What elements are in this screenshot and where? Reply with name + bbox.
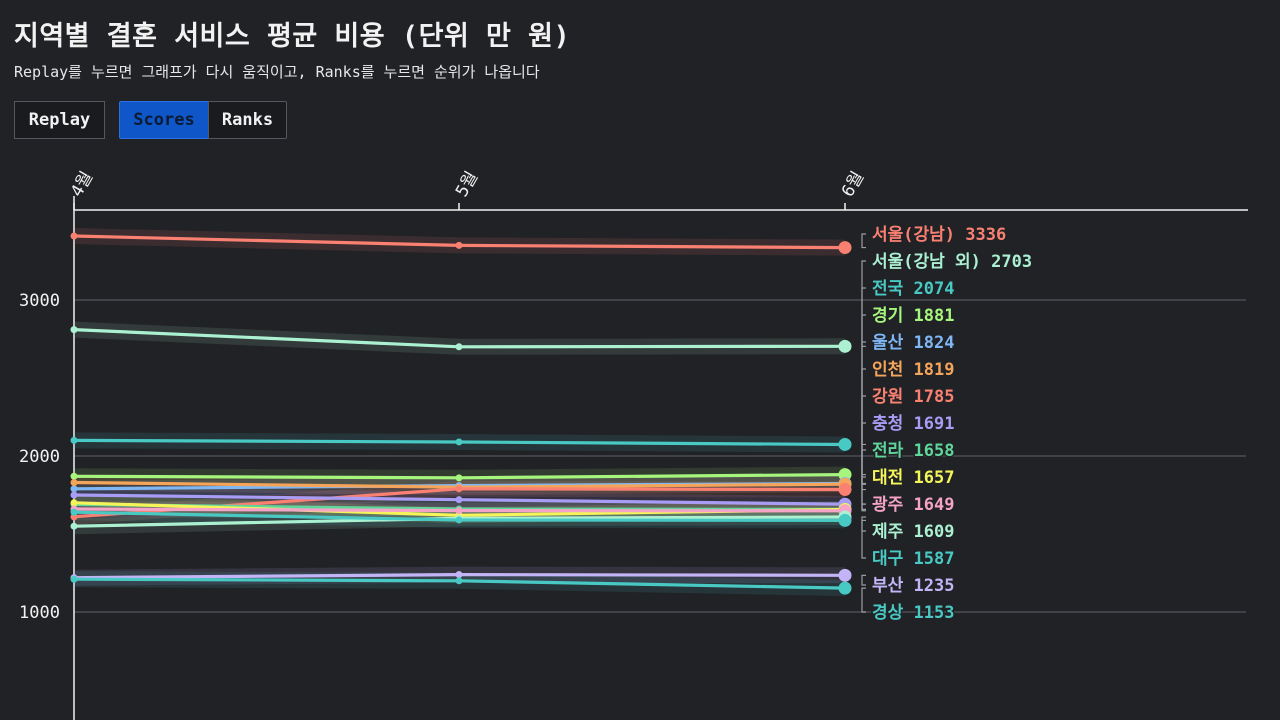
end-label-name: 부산 — [872, 576, 904, 596]
end-label: 서울(강남) 3336 — [872, 225, 1006, 245]
end-label-value: 2074 — [903, 279, 954, 299]
data-point[interactable] — [70, 522, 78, 530]
end-label-value: 1153 — [903, 603, 954, 623]
end-label-name: 대구 — [872, 549, 904, 569]
replay-button[interactable]: Replay — [14, 101, 105, 139]
end-label: 부산 1235 — [872, 576, 954, 596]
data-point[interactable] — [838, 437, 852, 451]
end-label-value: 1881 — [903, 306, 954, 326]
series-line-layer — [73, 234, 846, 590]
data-point[interactable] — [70, 232, 78, 240]
data-point[interactable] — [70, 472, 78, 480]
data-point[interactable] — [70, 499, 78, 507]
end-label-value: 1658 — [903, 441, 954, 461]
data-point[interactable] — [455, 485, 463, 493]
end-label-value: 1649 — [903, 495, 954, 515]
end-label: 전국 2074 — [872, 279, 954, 299]
end-label-value: 1785 — [903, 387, 954, 407]
series-point-layer — [70, 232, 852, 595]
scores-toggle-button[interactable]: Scores — [119, 101, 209, 139]
end-label: 경상 1153 — [872, 603, 954, 623]
end-label-name: 대전 — [872, 468, 903, 488]
y-tick-label: 1000 — [19, 603, 60, 623]
data-point[interactable] — [70, 575, 78, 583]
end-label-name: 서울(강남) — [872, 225, 955, 245]
end-label-name: 울산 — [872, 333, 904, 353]
end-label-name: 제주 — [872, 522, 904, 542]
end-label: 인천 1819 — [872, 360, 954, 380]
data-point[interactable] — [455, 343, 463, 351]
end-label: 대구 1587 — [872, 549, 954, 569]
data-point[interactable] — [70, 326, 78, 334]
end-label-name: 경기 — [872, 306, 903, 326]
end-label-name: 전라 — [872, 441, 904, 461]
data-point[interactable] — [70, 436, 78, 444]
end-label-value: 1819 — [903, 360, 954, 380]
y-tick-label: 3000 — [19, 291, 60, 311]
label-connector — [861, 503, 866, 512]
end-label: 대전 1657 — [872, 468, 954, 488]
end-label-value: 1657 — [903, 468, 954, 488]
end-label-value: 3336 — [955, 225, 1006, 245]
grid-layer — [74, 299, 1246, 613]
end-label-value: 1587 — [903, 549, 954, 569]
end-label-value: 1235 — [903, 576, 954, 596]
data-point[interactable] — [455, 474, 463, 482]
data-point[interactable] — [838, 581, 852, 595]
end-label: 전라 1658 — [872, 441, 954, 461]
x-tick-label: 5월 — [452, 168, 482, 200]
end-label-name: 경상 — [872, 603, 904, 623]
label-connector — [861, 519, 866, 559]
end-label-value: 2703 — [981, 252, 1032, 272]
end-label: 울산 1824 — [872, 333, 954, 353]
end-label-value: 1609 — [903, 522, 954, 542]
data-point[interactable] — [455, 571, 463, 579]
page-title: 지역별 결혼 서비스 평균 비용 (단위 만 원) — [14, 21, 571, 52]
line-halo-layer — [73, 228, 846, 597]
data-point[interactable] — [455, 516, 463, 524]
label-connector — [861, 476, 866, 511]
end-label: 경기 1881 — [872, 306, 954, 326]
label-connector — [861, 233, 866, 249]
end-label: 광주 1649 — [872, 495, 954, 515]
data-point[interactable] — [70, 491, 78, 499]
data-point[interactable] — [70, 508, 78, 516]
data-point[interactable] — [455, 241, 463, 249]
data-point[interactable] — [838, 468, 852, 482]
end-label-name: 충청 — [872, 413, 903, 434]
data-point[interactable] — [70, 485, 78, 493]
end-label-name: 전국 — [872, 279, 904, 299]
data-point[interactable] — [838, 339, 852, 353]
data-point[interactable] — [70, 479, 78, 487]
page-subtitle: Replay를 누르면 그래프가 다시 움직이고, Ranks를 누르면 순위가… — [14, 63, 540, 81]
data-point[interactable] — [455, 507, 463, 515]
data-point[interactable] — [455, 438, 463, 446]
end-label-name: 강원 — [872, 387, 903, 407]
x-tick-label: 4월 — [67, 168, 97, 200]
end-label: 강원 1785 — [872, 387, 954, 407]
label-connector — [861, 574, 866, 586]
end-label-name: 서울(강남 외) — [872, 252, 981, 272]
data-point[interactable] — [838, 513, 852, 527]
end-label-value: 1691 — [903, 414, 954, 434]
data-point[interactable] — [838, 483, 852, 497]
x-tick-label: 6월 — [838, 168, 868, 200]
data-point[interactable] — [455, 496, 463, 504]
data-point[interactable] — [838, 568, 852, 582]
end-label: 제주 1609 — [872, 522, 954, 542]
label-connector — [861, 587, 866, 613]
ranks-toggle-button[interactable]: Ranks — [208, 101, 287, 139]
y-tick-label: 2000 — [19, 447, 60, 467]
end-label: 서울(강남 외) 2703 — [872, 252, 1032, 272]
data-point[interactable] — [838, 241, 852, 255]
end-label-name: 광주 — [872, 495, 904, 515]
end-label-name: 인천 — [872, 360, 903, 380]
end-label-value: 1824 — [903, 333, 954, 353]
end-label: 충청 1691 — [872, 413, 954, 434]
data-point[interactable] — [455, 577, 463, 585]
